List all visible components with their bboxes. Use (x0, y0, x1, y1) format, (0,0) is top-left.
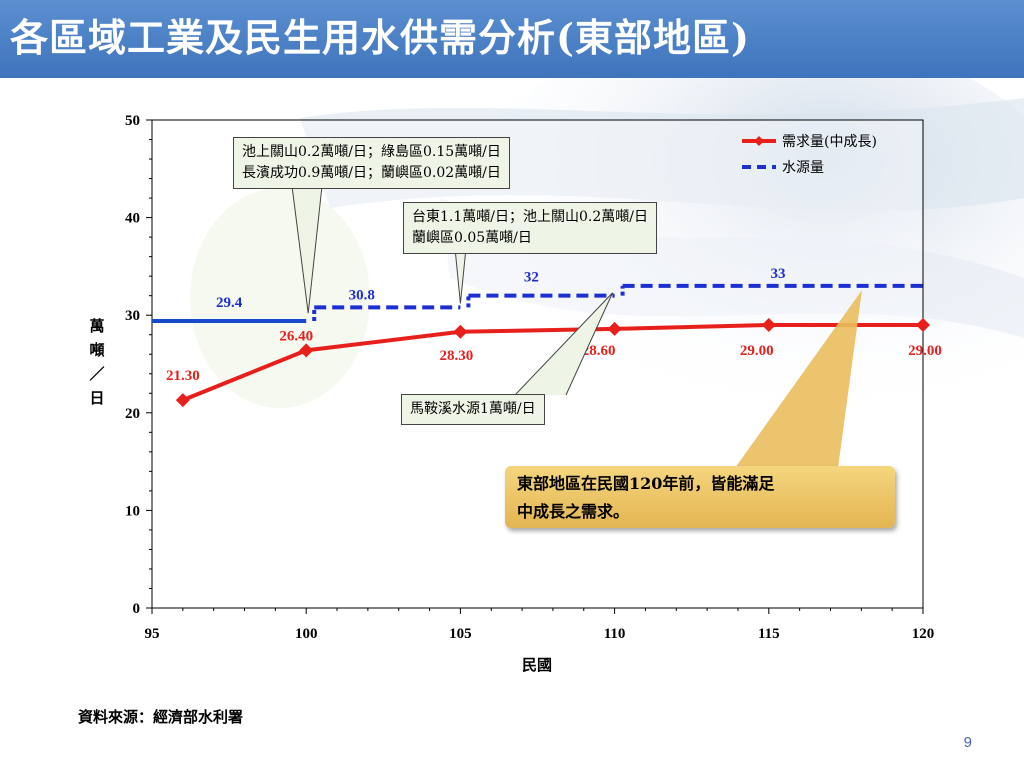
callout-pointers (291, 185, 614, 396)
demand-value-label: 29.00 (908, 343, 942, 359)
page-number: 9 (963, 734, 972, 751)
supply-series (152, 283, 923, 324)
x-tick-label: 105 (449, 626, 472, 642)
demand-value-label: 28.60 (582, 343, 616, 359)
conclusion-note: 東部地區在民國120年前，皆能滿足 中成長之需求。 (505, 466, 895, 528)
supply-value-label: 33 (771, 266, 786, 282)
supply-value-label: 32 (524, 270, 539, 286)
y-tick-label: 50 (125, 113, 140, 129)
demand-point (175, 393, 190, 408)
x-tick-label: 115 (758, 626, 780, 642)
callout-3-pointer (514, 292, 614, 396)
data-source: 資料來源：經濟部水利署 (78, 708, 244, 726)
y-tick-label: 20 (125, 406, 140, 422)
y-tick-label: 0 (133, 601, 141, 617)
title-bar: 各區域工業及民生用水供需分析(東部地區) (0, 0, 1024, 78)
demand-value-label: 29.00 (740, 343, 774, 359)
callout-1-pointer (291, 185, 323, 314)
callout-box-3: 馬鞍溪水源1萬噸/日 (401, 394, 545, 425)
supply-value-label: 29.4 (216, 295, 243, 311)
callout-2-pointer (454, 247, 467, 304)
demand-value-label: 21.30 (166, 368, 200, 384)
x-tick-label: 110 (604, 626, 626, 642)
demand-value-label: 28.30 (440, 348, 474, 364)
x-tick-label: 120 (912, 626, 935, 642)
demand-point (453, 324, 468, 339)
legend-demand-label: 需求量(中成長) (782, 134, 877, 150)
x-axis-label: 民國 (522, 656, 553, 674)
x-axis: 95 100 105 110 115 120 (145, 608, 935, 642)
legend-supply-label: 水源量 (782, 160, 824, 176)
y-tick-label: 40 (125, 211, 140, 227)
y-tick-label: 10 (125, 503, 140, 519)
x-tick-label: 100 (295, 626, 318, 642)
slide-title: 各區域工業及民生用水供需分析(東部地區) (10, 15, 750, 60)
legend (742, 136, 776, 169)
callout-box-2: 台東1.1萬噸/日；池上關山0.2萬噸/日 蘭嶼區0.05萬噸/日 (403, 202, 657, 254)
demand-point (299, 343, 314, 358)
y-tick-label: 30 (125, 308, 140, 324)
callout-box-1: 池上關山0.2萬噸/日；綠島區0.15萬噸/日 長濱成功0.9萬噸/日；蘭嶼區0… (233, 137, 510, 189)
demand-value-label: 26.40 (279, 328, 313, 344)
y-axis-label: 萬 噸 ／ 日 (89, 317, 105, 407)
demand-point (607, 321, 622, 336)
supply-value-label: 30.8 (349, 287, 375, 303)
x-tick-label: 95 (145, 626, 160, 642)
demand-point (916, 317, 930, 332)
y-axis: 0 10 20 30 40 50 (125, 113, 152, 617)
